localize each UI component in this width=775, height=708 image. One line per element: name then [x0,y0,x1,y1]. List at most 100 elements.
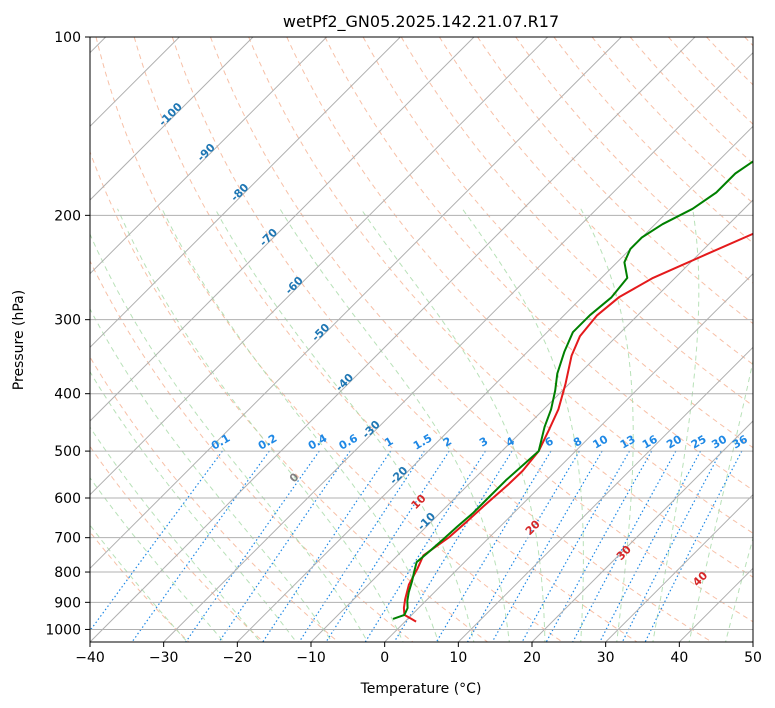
y-tick-label: 100 [54,30,81,46]
moist-adiabat [161,208,440,642]
isotherm-line [90,37,254,201]
isotherm-label: -20 [387,464,410,487]
moist-adiabat [90,232,369,642]
isotherm-line [90,37,696,642]
y-tick-label: 500 [54,444,81,460]
mixing-ratio-label: 1 [382,435,395,450]
mixing-ratio-label: 25 [689,433,709,452]
mixing-ratio-label: 30 [709,432,729,451]
dry-adiabat [553,37,753,244]
mixing-ratio-line [90,450,223,632]
dry-adiabat [90,150,489,642]
moist-adiabat [725,536,753,642]
y-tick-label: 300 [54,313,81,329]
moist-adiabat [90,524,188,642]
dry-adiabat [248,37,753,578]
x-axis-label: Temperature (°C) [360,681,482,697]
mixing-ratio-line [298,450,425,642]
moist-adiabat [117,208,404,642]
x-tick-label: −40 [75,650,105,666]
x-tick-label: 40 [670,650,688,666]
isotherm-line [678,567,753,642]
dewpoint-line [392,160,753,620]
y-tick-label: 400 [54,387,81,403]
x-tick-label: 50 [744,650,762,666]
chart-title: wetPf2_GN05.2025.142.21.07.R17 [283,12,559,32]
isotherm-label: -100 [156,100,185,129]
mixing-ratio-line [364,450,486,642]
mixing-ratio-label: 1.5 [411,432,434,453]
x-tick-label: −10 [296,650,326,666]
mixing-ratio-line [644,450,743,642]
moist-adiabat-label: 30 [614,543,634,563]
x-tick-label: 10 [449,650,467,666]
dry-adiabat [591,37,753,204]
isotherm-label: -60 [283,274,306,297]
dry-adiabat [362,37,753,449]
mixing-ratio-label: 3 [477,435,490,450]
moist-adiabat-label: 0 [287,470,302,485]
x-tick-label: −30 [149,650,179,666]
dry-adiabat [438,37,753,366]
dry-adiabat [210,37,753,623]
y-tick-label: 900 [54,595,81,611]
isotherm-line [531,420,753,642]
moist-adiabat [688,358,753,642]
axes: −40 −30 −20 −10 0 10 20 30 40 5010020030040050060… [45,30,762,666]
y-tick-label: 700 [54,531,81,547]
dry-adiabat [515,37,753,284]
dry-adiabat [90,259,414,642]
x-tick-label: −20 [223,650,253,666]
isotherm-label: -50 [309,321,332,344]
x-tick-label: 30 [597,650,615,666]
isotherm-label: -80 [228,181,251,204]
y-tick-label: 1000 [45,622,81,638]
isotherm-line [163,51,753,642]
moist-adiabat [461,208,584,642]
mixing-ratio-line [325,450,450,642]
moist-adiabat-label: 20 [523,517,543,537]
isotherm-label: -70 [257,226,280,249]
isotherm-line [90,37,622,570]
mixing-ratio-line [393,450,513,642]
mixing-ratio-label: 8 [571,435,584,450]
y-tick-label: 600 [54,491,81,507]
x-tick-label: 0 [380,650,389,666]
dry-adiabat [95,37,564,642]
dry-adiabat [286,37,753,534]
mixing-ratio-line [545,450,653,642]
mixing-ratio-label: 16 [640,432,660,451]
mixing-ratio-label: 2 [441,435,454,450]
dry-adiabat [90,356,340,642]
isotherm-label: -40 [333,371,356,394]
mixing-ratio-line [521,450,631,642]
dry-adiabat [133,37,638,642]
isotherm-line [90,37,328,275]
dry-adiabat [400,37,753,407]
moist-adiabat [360,208,546,642]
x-tick-label: 20 [523,650,541,666]
y-tick-label: 200 [54,208,81,224]
mixing-ratio-label: 0.2 [256,432,279,453]
moist-adiabat [279,208,510,642]
isotherm-line [236,125,753,642]
dry-adiabat [171,37,713,642]
moist-adiabat [90,426,261,642]
y-tick-label: 800 [54,565,81,581]
plot-frame [89,36,754,643]
isotherm-line [752,641,753,642]
mixing-ratio-line [466,450,580,642]
isotherm-line [90,37,475,422]
dry-adiabat [90,531,190,642]
isotherm-label: -30 [360,418,383,441]
isotherm-line [90,37,549,496]
mixing-ratio-label: 20 [664,432,684,451]
isotherm-line [605,493,753,642]
dry-adiabat [477,37,753,325]
profile-series [392,160,753,623]
isotherm-line [384,272,753,642]
moist-adiabat [90,308,333,642]
isotherm-line [310,199,753,642]
background-lines [90,37,753,642]
